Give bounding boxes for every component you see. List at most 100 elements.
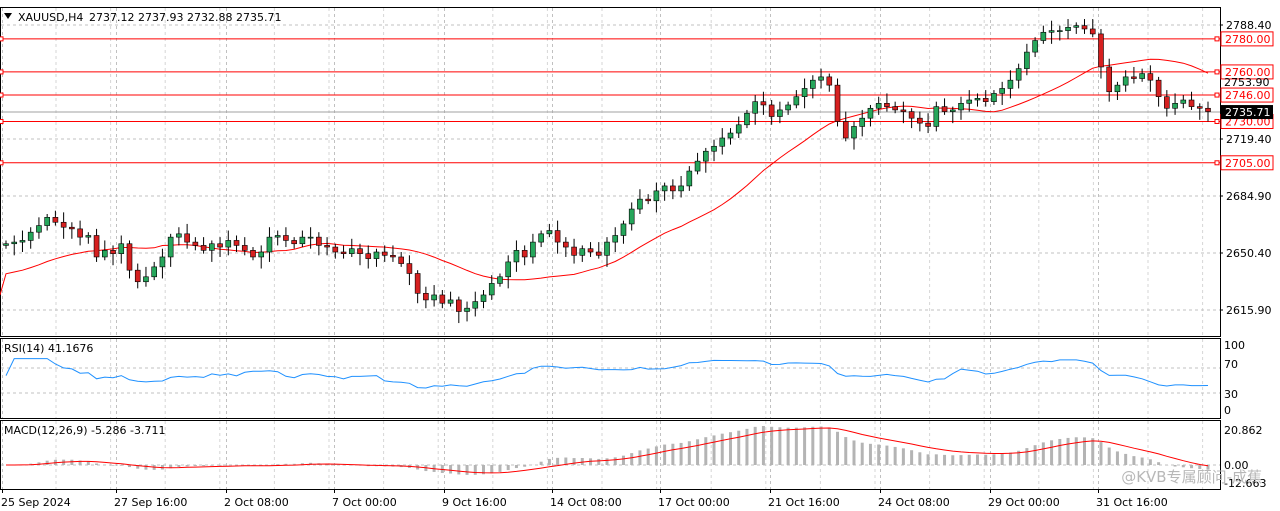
candle-bull	[1073, 25, 1080, 28]
price-axis: 2753.90 2788.40 2719.40 2684.90 2650.40 2615.…	[1220, 19, 1272, 317]
level-handle[interactable]	[0, 36, 4, 42]
candle-bull	[801, 88, 808, 98]
candle-bull	[1172, 103, 1178, 109]
candle-bull	[464, 307, 470, 312]
candle-bear	[925, 122, 931, 127]
candle-bull	[678, 185, 684, 192]
candle-bull	[472, 301, 479, 309]
level-handle[interactable]	[1214, 92, 1220, 98]
candle-bear	[414, 273, 421, 294]
price-tick-label: 2788.40	[1226, 19, 1272, 32]
candle-bear	[233, 240, 240, 246]
candle-bear	[134, 269, 141, 283]
time-axis: 25 Sep 2024 27 Sep 16:00 2 Oct 08:00 7 Oct …	[1, 489, 1168, 509]
macd-tick-top: 20.862	[1224, 424, 1263, 437]
candle-bull	[1114, 84, 1121, 93]
candle-bull	[711, 145, 717, 152]
candle-bear	[563, 241, 569, 248]
time-tick-label: 29 Oct 00:00	[988, 496, 1060, 509]
level-handle[interactable]	[0, 118, 4, 124]
candle-bull	[176, 233, 182, 238]
level-price-text: 2705.00	[1225, 157, 1271, 170]
price-tick-label: 2615.90	[1226, 304, 1272, 317]
candle-bull	[167, 236, 174, 258]
candle-bear	[357, 248, 363, 254]
candle-bull	[785, 104, 791, 111]
level-price-tag	[1220, 64, 1274, 80]
current-price-text: 2735.71	[1225, 106, 1271, 119]
candle-bear	[1196, 106, 1203, 109]
candle-bear	[908, 111, 915, 119]
candle-bull	[36, 225, 42, 233]
candle-bull	[974, 98, 981, 101]
time-tick-label: 2 Oct 08:00	[224, 496, 289, 509]
candle-bull	[1040, 31, 1047, 41]
candle-bull	[694, 160, 701, 172]
candle-bull	[1139, 73, 1145, 79]
candle-bear	[1205, 107, 1211, 112]
candle-bull	[1024, 51, 1030, 69]
level-handle[interactable]	[1214, 69, 1220, 75]
candle-bear	[1106, 66, 1113, 93]
candle-bull	[777, 109, 783, 117]
candle-bull	[933, 106, 940, 127]
candle-bear	[900, 109, 907, 112]
candle-bull	[488, 283, 495, 296]
candle-bear	[439, 294, 446, 304]
price-tick-overlapped: 2753.90	[1224, 76, 1270, 89]
horizontal-levels[interactable]: 2780.002760.002746.002730.002705.002735.…	[0, 31, 1274, 171]
level-handle[interactable]	[1214, 118, 1220, 124]
candle-bear	[126, 243, 133, 271]
dropdown-triangle-icon[interactable]	[4, 13, 12, 19]
candle-bull	[513, 250, 520, 263]
rsi-tick-30: 30	[1224, 388, 1238, 401]
level-handle[interactable]	[1214, 160, 1220, 166]
grid	[1, 8, 1220, 489]
level-handle[interactable]	[1214, 36, 1220, 42]
time-tick-label: 24 Oct 08:00	[878, 496, 950, 509]
candle-bear	[324, 245, 330, 248]
candle-bull	[209, 243, 215, 251]
candle-bear	[291, 240, 297, 245]
candle-bear	[93, 235, 100, 258]
level-handle[interactable]	[0, 92, 4, 98]
candle-bull	[810, 79, 816, 89]
candle-bull	[851, 126, 857, 139]
candle-bear	[110, 250, 116, 254]
rsi-line	[5, 358, 1209, 389]
candle-bear	[381, 251, 388, 256]
candle-bear	[77, 228, 83, 238]
candle-bull	[661, 185, 668, 192]
macd-histogram	[6, 426, 1210, 475]
level-price-tag	[1220, 87, 1274, 103]
candle-bear	[842, 121, 849, 139]
candle-bear	[217, 243, 223, 248]
level-handle[interactable]	[0, 160, 4, 166]
macd-tick-zero: 0.00	[1224, 459, 1249, 472]
level-price-text: 2746.00	[1225, 89, 1271, 102]
candle-bear	[1081, 25, 1088, 30]
watermark: @KVB专属顾问-成蕉	[1121, 468, 1262, 486]
candle-bull	[859, 117, 866, 127]
candle-bear	[200, 245, 207, 251]
candle-bear	[892, 106, 898, 111]
candle-bull	[19, 240, 26, 243]
ohlc-values: 2737.12 2737.93 2732.88 2735.71	[89, 11, 281, 24]
time-tick-label: 25 Sep 2024	[1, 496, 71, 509]
candle-bull	[612, 235, 619, 243]
candle-bull	[793, 96, 800, 106]
candle-bear	[1164, 96, 1170, 109]
candle-bull	[497, 276, 503, 284]
candle-bear	[398, 256, 404, 264]
candle-bear	[768, 104, 775, 117]
candle-bull	[744, 112, 750, 126]
symbol-label: XAUUSD,H4	[18, 11, 83, 24]
level-handle[interactable]	[0, 69, 4, 75]
candle-bull	[966, 99, 973, 104]
time-tick-label: 7 Oct 00:00	[332, 496, 397, 509]
candle-bull	[604, 241, 610, 256]
candle-bear	[1089, 28, 1096, 35]
candle-bear	[456, 299, 462, 312]
candle-bear	[884, 103, 890, 107]
